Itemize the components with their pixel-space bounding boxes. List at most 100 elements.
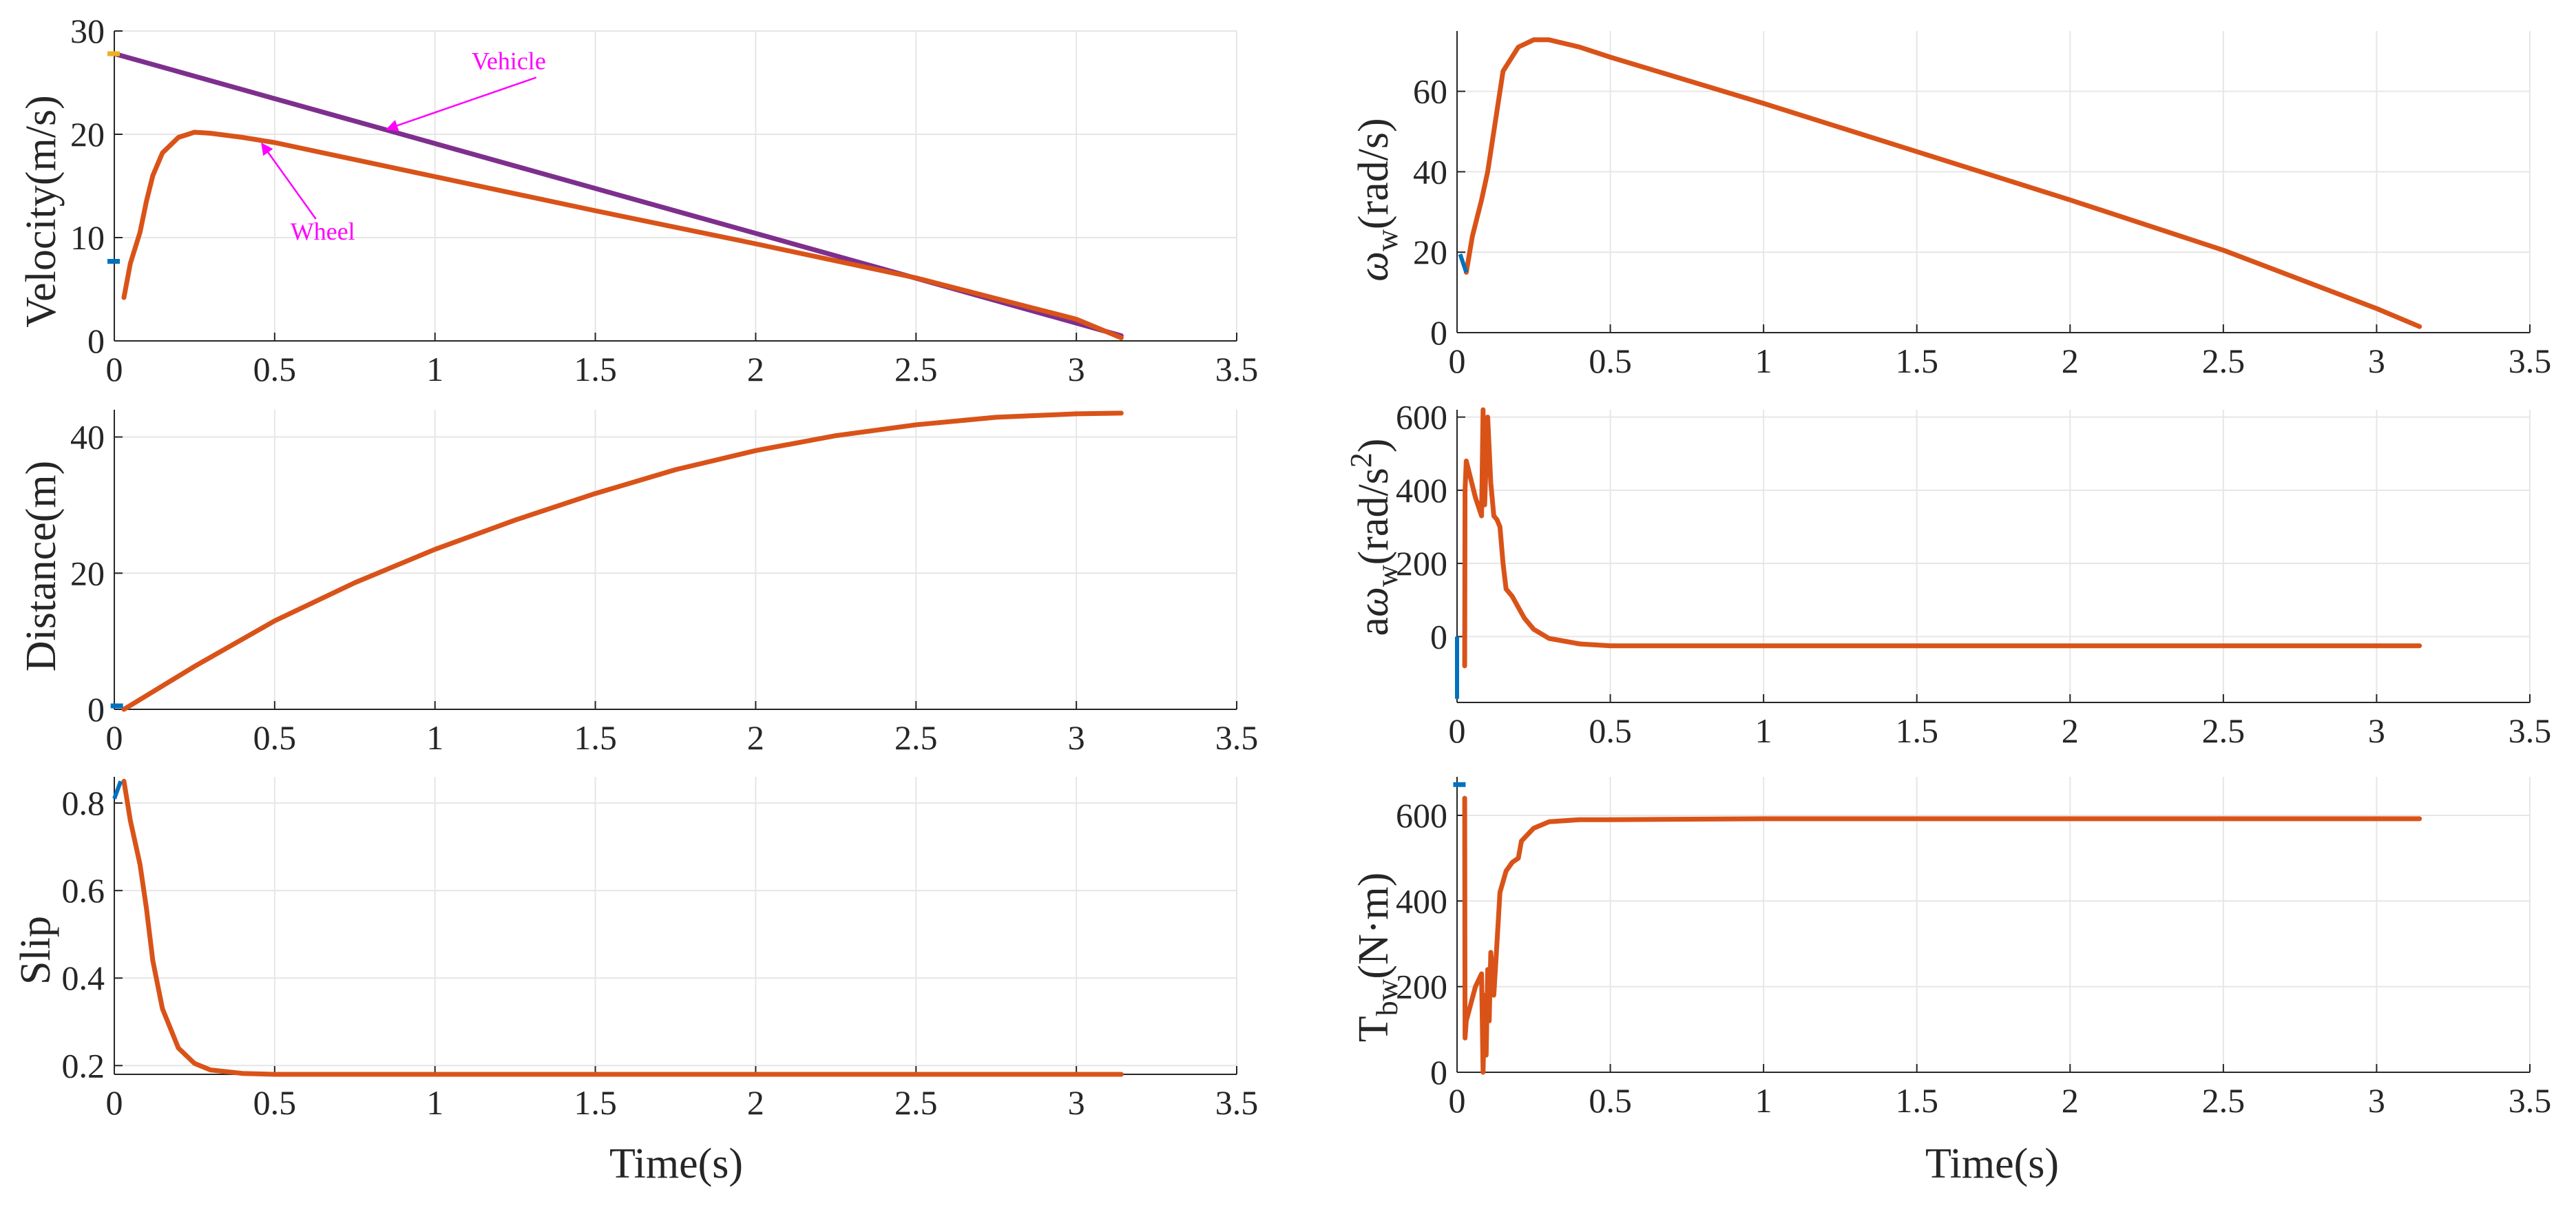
omega-ylabel-sub: w xyxy=(1370,229,1404,251)
slip-ylabel: Slip xyxy=(12,916,59,985)
aomega-xtick-label: 1 xyxy=(1755,711,1772,750)
aomega-xtick-label: 2.5 xyxy=(2202,711,2245,750)
distance-xtick-label: 1 xyxy=(426,718,443,757)
aomega-xtick-label: 0 xyxy=(1449,711,1466,750)
velocity-panel: Vehicle Wheel 0 0.5 1 1.5 2 2.5 3 3.5 0 10 20 30 Velo… xyxy=(18,12,1258,388)
velocity-series-wheel xyxy=(121,129,1124,340)
omega-ytick-label: 20 xyxy=(1413,233,1447,271)
aomega-series-alpha-w xyxy=(1462,407,2422,669)
slip-xtick-label: 2.5 xyxy=(894,1083,938,1122)
omega-xtick-label: 2.5 xyxy=(2202,342,2245,380)
torque-series-t-bw xyxy=(1462,795,2422,1075)
torque-xtick-label: 3 xyxy=(2368,1081,2385,1120)
aomega-ylabel-end: ) xyxy=(1350,439,1397,453)
torque-xtick-label: 1 xyxy=(1755,1081,1772,1120)
slip-ytick-label: 0.4 xyxy=(62,959,105,997)
velocity-xtick-label: 2.5 xyxy=(894,350,938,388)
aomega-ylabel-rest: (rad/s xyxy=(1350,468,1397,565)
distance-xtick-label: 0 xyxy=(106,718,123,757)
omega-ylabel: ωw(rad/s) xyxy=(1350,118,1404,281)
distance-xtick-label: 3.5 xyxy=(1215,718,1259,757)
slip-xtick-label: 3 xyxy=(1068,1083,1085,1122)
slip-xlabel: Time(s) xyxy=(609,1140,743,1187)
aomega-ylabel-sub: w xyxy=(1370,565,1404,587)
omega-ylabel-rest: (rad/s) xyxy=(1350,118,1397,229)
distance-series-distance xyxy=(121,410,1124,712)
torque-panel: 0 0.5 1 1.5 2 2.5 3 3.5 0 200 400 600 Tbw(N·m) Time… xyxy=(1350,777,2551,1187)
omega-ytick-label: 60 xyxy=(1413,72,1447,111)
slip-xtick-label: 1.5 xyxy=(574,1083,617,1122)
torque-xtick-label: 2.5 xyxy=(2202,1081,2245,1120)
slip-xtick-label: 0.5 xyxy=(253,1083,297,1122)
velocity-xtick-label: 0.5 xyxy=(253,350,297,388)
distance-xtick-label: 1.5 xyxy=(574,718,617,757)
omega-series-omega-w xyxy=(1463,37,2422,329)
aomega-xtick-label: 3.5 xyxy=(2509,711,2552,750)
torque-ytick-label: 600 xyxy=(1396,796,1447,835)
torque-ylabel: Tbw(N·m) xyxy=(1350,873,1404,1043)
distance-panel: 0 0.5 1 1.5 2 2.5 3 3.5 0 20 40 Distance(m) xyxy=(18,410,1258,757)
velocity-ylabel: Velocity(m/s) xyxy=(18,95,65,328)
torque-xtick-label: 0 xyxy=(1449,1081,1466,1120)
slip-ytick-label: 0.8 xyxy=(62,784,105,822)
velocity-ytick-label: 10 xyxy=(70,218,105,257)
omega-ytick-label: 0 xyxy=(1430,313,1447,352)
torque-ylabel-pre: T xyxy=(1350,1016,1397,1042)
slip-xtick-label: 2 xyxy=(747,1083,764,1122)
velocity-xtick-label: 0 xyxy=(106,350,123,388)
aomega-xtick-label: 3 xyxy=(2368,711,2385,750)
velocity-annotation-arrow xyxy=(386,76,537,132)
velocity-xtick-label: 1 xyxy=(426,350,443,388)
torque-ytick-label: 200 xyxy=(1396,968,1447,1006)
distance-ytick-label: 0 xyxy=(87,690,105,729)
torque-ylabel-rest: (N·m) xyxy=(1350,873,1397,979)
distance-ylabel: Distance(m) xyxy=(18,461,65,671)
distance-xtick-label: 2.5 xyxy=(894,718,938,757)
aomega-ylabel-pre: a xyxy=(1350,617,1397,636)
aomega-ytick-label: 400 xyxy=(1396,471,1447,510)
slip-series-slip xyxy=(121,778,1124,1077)
omega-xtick-label: 3.5 xyxy=(2509,342,2552,380)
aomega-ytick-label: 600 xyxy=(1396,398,1447,437)
omega-xtick-label: 2 xyxy=(2062,342,2079,380)
distance-xtick-label: 0.5 xyxy=(253,718,297,757)
velocity-xtick-label: 1.5 xyxy=(574,350,617,388)
slip-start-marker xyxy=(112,780,123,800)
velocity-ytick-label: 0 xyxy=(87,322,105,360)
torque-xtick-label: 2 xyxy=(2062,1081,2079,1120)
aomega-ylabel-sup: 2 xyxy=(1344,452,1378,468)
aomega-ytick-label: 200 xyxy=(1396,544,1447,583)
velocity-ytick-label: 30 xyxy=(70,12,105,50)
aomega-ylabel: aωw(rad/s2) xyxy=(1344,439,1404,636)
distance-xtick-label: 2 xyxy=(747,718,764,757)
velocity-annotation-label: Wheel xyxy=(291,218,355,245)
velocity-xtick-label: 2 xyxy=(747,350,764,388)
omega-xtick-label: 0 xyxy=(1449,342,1466,380)
velocity-xtick-label: 3.5 xyxy=(1215,350,1259,388)
omega-ytick-label: 40 xyxy=(1413,152,1447,191)
omega-panel: 0 0.5 1 1.5 2 2.5 3 3.5 0 20 40 60 ωw(rad/s) xyxy=(1350,31,2551,380)
torque-ytick-label: 400 xyxy=(1396,882,1447,920)
omega-xtick-label: 1 xyxy=(1755,342,1772,380)
slip-panel: 0 0.5 1 1.5 2 2.5 3 3.5 0.2 0.4 0.6 0.8 Slip Time(s… xyxy=(12,777,1258,1187)
velocity-annotation-arrow xyxy=(261,143,317,220)
slip-xtick-label: 3.5 xyxy=(1215,1083,1259,1122)
torque-ylabel-sub: bw xyxy=(1370,979,1404,1016)
torque-xtick-label: 0.5 xyxy=(1589,1081,1632,1120)
velocity-annotation-label: Vehicle xyxy=(472,48,546,75)
omega-ylabel-greek: ω xyxy=(1350,251,1397,282)
omega-start-marker xyxy=(1458,253,1469,273)
aomega-ytick-label: 0 xyxy=(1430,617,1447,656)
slip-ytick-label: 0.2 xyxy=(62,1046,105,1085)
distance-xtick-label: 3 xyxy=(1068,718,1085,757)
slip-xtick-label: 0 xyxy=(106,1083,123,1122)
torque-xtick-label: 1.5 xyxy=(1895,1081,1938,1120)
omega-xtick-label: 0.5 xyxy=(1589,342,1632,380)
torque-ytick-label: 0 xyxy=(1430,1053,1447,1092)
aomega-ylabel-greek: ω xyxy=(1350,587,1397,617)
torque-xlabel: Time(s) xyxy=(1925,1140,2059,1187)
slip-xtick-label: 1 xyxy=(426,1083,443,1122)
aomega-xtick-label: 1.5 xyxy=(1895,711,1938,750)
